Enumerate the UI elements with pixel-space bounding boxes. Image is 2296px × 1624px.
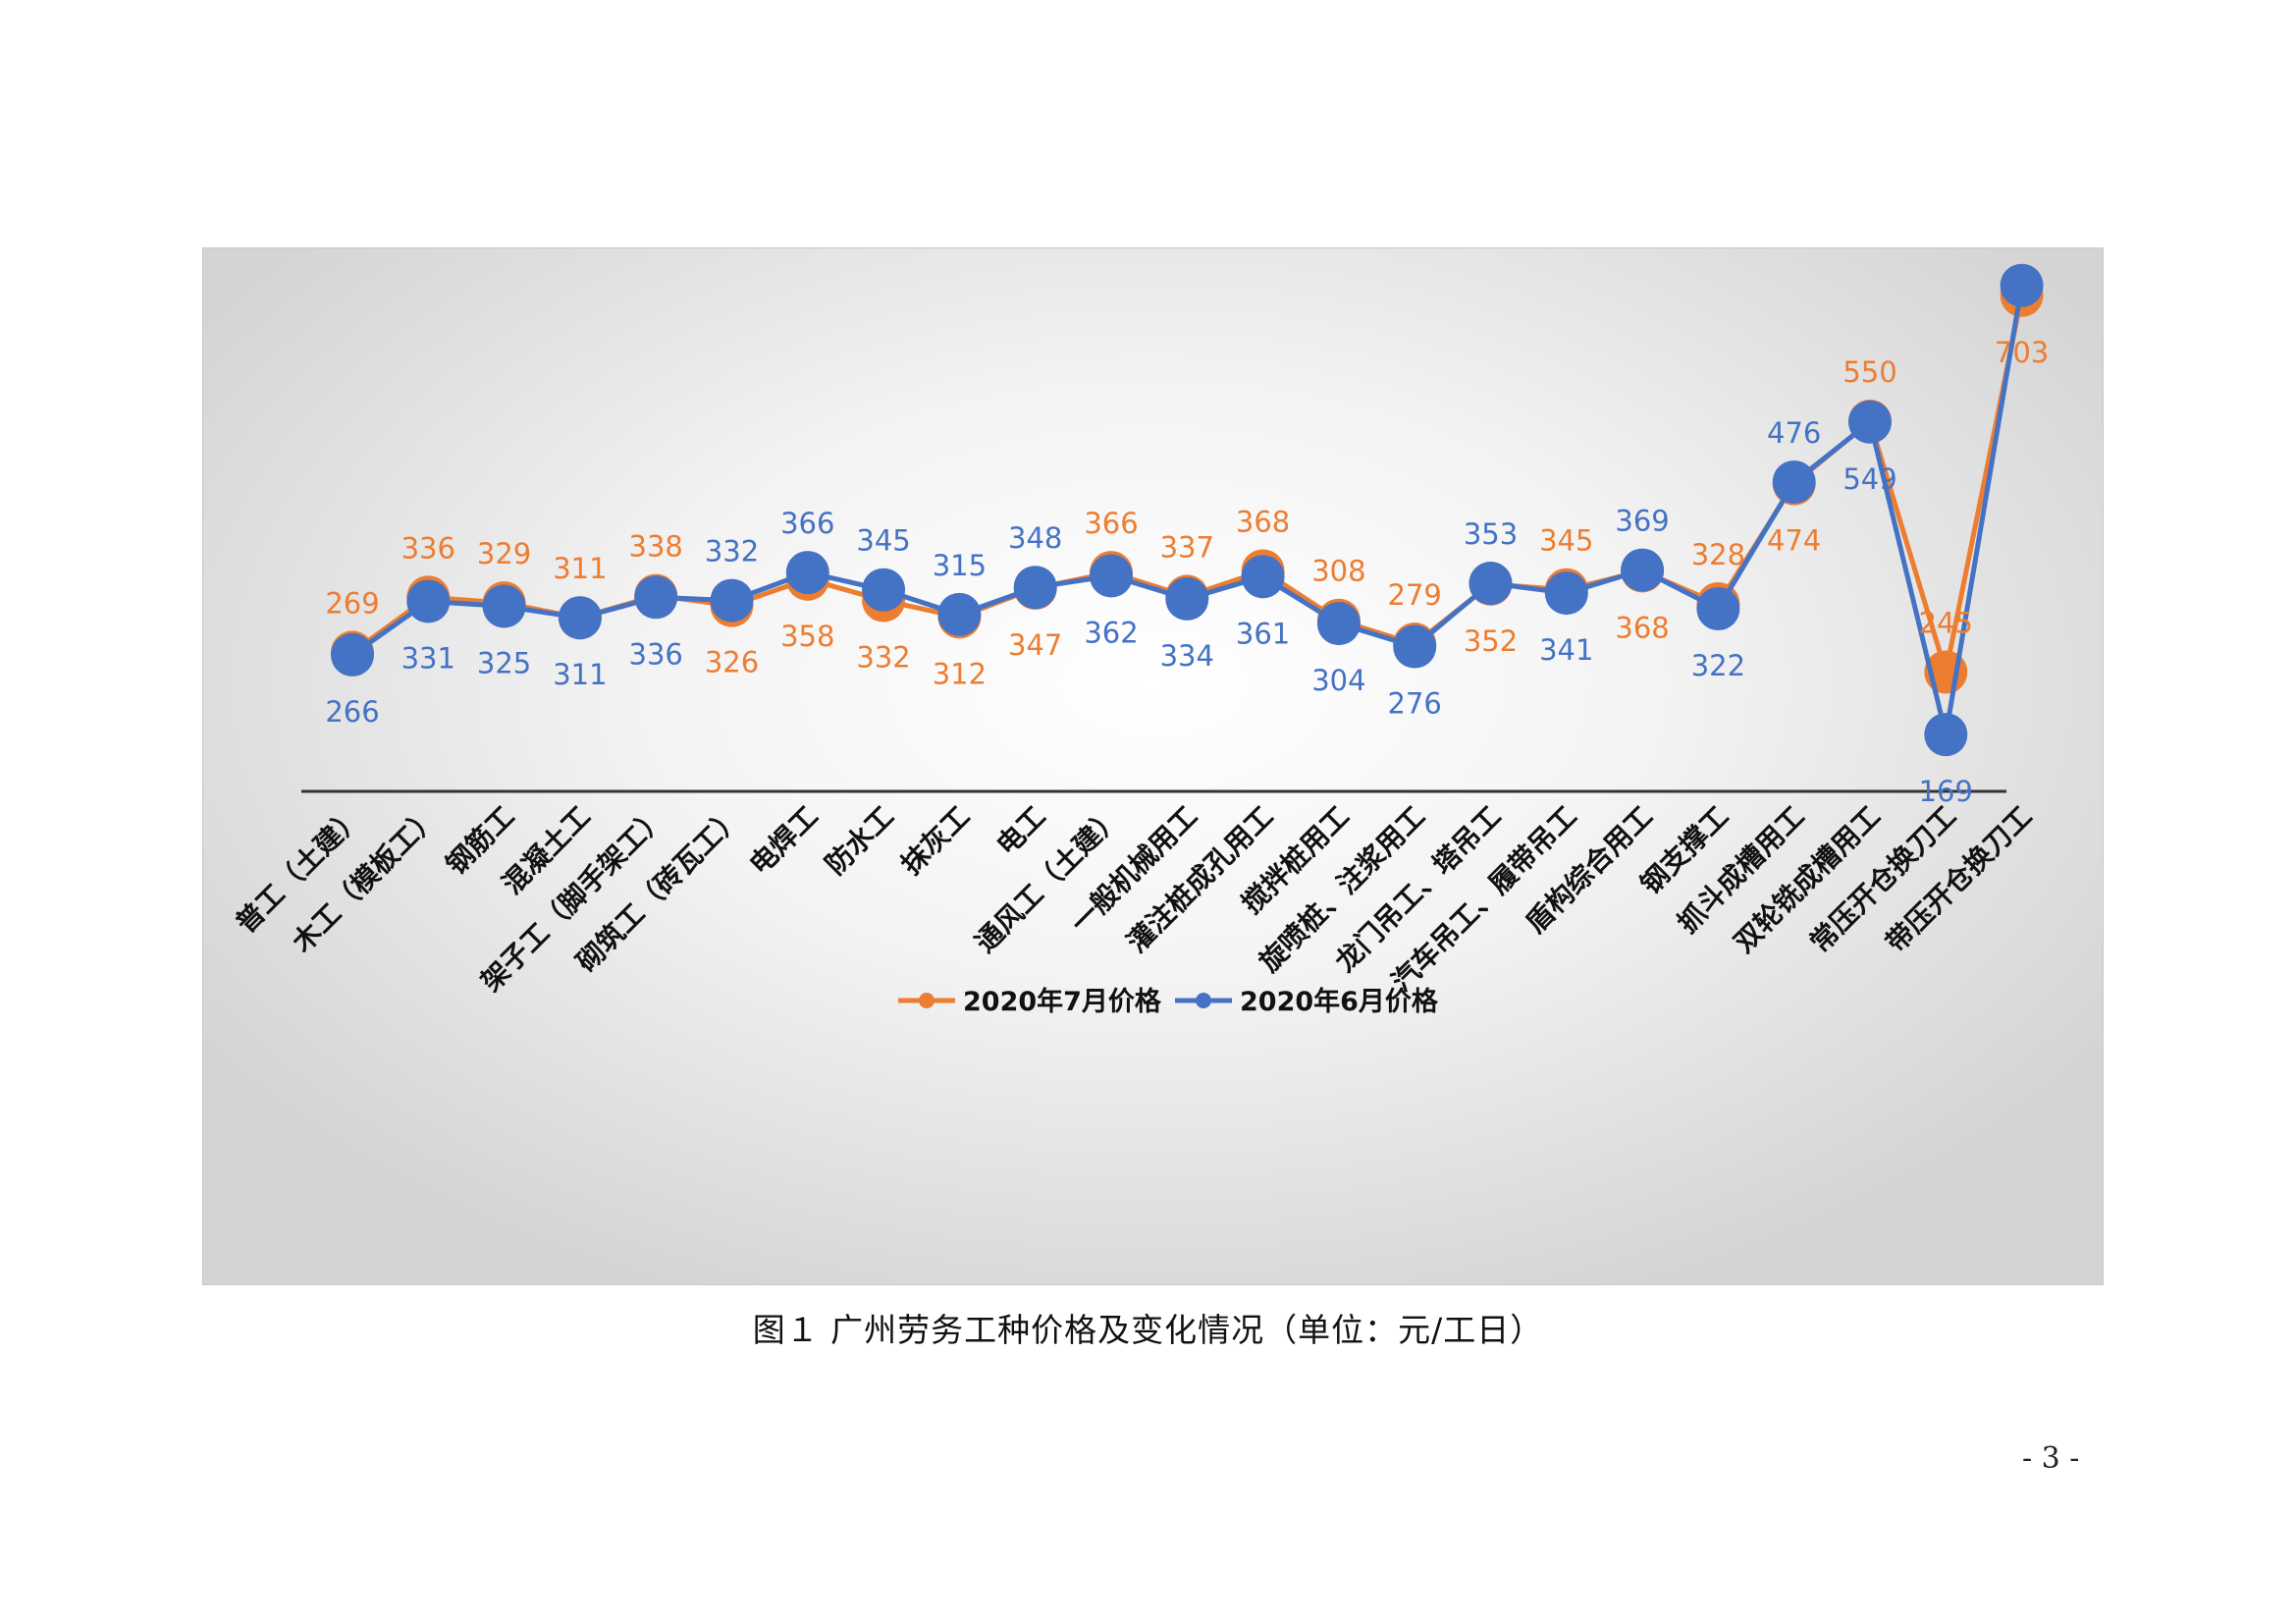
data-label-0-16: 345 bbox=[1539, 524, 1593, 558]
x-tick-label-7: 防水工 bbox=[819, 800, 900, 882]
data-label-0-9: 347 bbox=[1008, 628, 1062, 662]
data-label-0-21: 245 bbox=[1919, 607, 1973, 640]
data-label-1-8: 315 bbox=[933, 549, 987, 582]
line-chart: 269 266 336 331 329 325 311 311 338 336 332 326 366 3… bbox=[230, 248, 2049, 1017]
data-point-1-22 bbox=[2000, 263, 2044, 307]
x-tick-labels-layer: 普工（土建）木工（模板工）钢筋工混凝土工架子工（脚手架工）砌筑工（砖瓦工）电焊工… bbox=[230, 800, 2039, 999]
data-point-1-2 bbox=[482, 584, 526, 628]
data-point-1-21 bbox=[1924, 713, 1968, 757]
data-label-0-13: 308 bbox=[1311, 555, 1365, 588]
legend-swatch-marker-1 bbox=[1196, 993, 1211, 1008]
data-label-1-13: 304 bbox=[1311, 664, 1365, 697]
data-point-1-6 bbox=[785, 551, 829, 595]
legend-label-1: 2020年6月价格 bbox=[1240, 986, 1439, 1017]
data-point-1-3 bbox=[558, 596, 602, 640]
data-label-0-4: 338 bbox=[629, 530, 683, 564]
data-label-0-18: 328 bbox=[1691, 538, 1745, 571]
data-point-1-18 bbox=[1696, 586, 1740, 630]
data-label-0-0: 269 bbox=[325, 586, 379, 620]
data-label-1-14: 276 bbox=[1388, 687, 1442, 721]
chart-area: 269 266 336 331 329 325 311 311 338 336 332 326 366 3… bbox=[202, 247, 2104, 1285]
data-point-1-14 bbox=[1393, 624, 1437, 669]
data-label-0-22: 703 bbox=[1995, 336, 2049, 369]
data-point-1-15 bbox=[1468, 562, 1513, 606]
legend-label-0: 2020年7月价格 bbox=[963, 986, 1162, 1017]
data-label-0-1: 336 bbox=[401, 531, 455, 565]
data-label-1-20: 549 bbox=[1842, 462, 1896, 496]
data-label-0-20: 550 bbox=[1842, 355, 1896, 389]
data-label-1-11: 334 bbox=[1160, 639, 1214, 673]
data-point-1-7 bbox=[862, 568, 906, 612]
x-tick-label-6: 电焊工 bbox=[743, 800, 825, 882]
data-point-1-12 bbox=[1241, 555, 1285, 599]
data-point-1-9 bbox=[1013, 566, 1057, 610]
data-label-0-19: 474 bbox=[1767, 524, 1821, 558]
data-label-1-16: 341 bbox=[1539, 633, 1593, 667]
data-point-1-5 bbox=[710, 578, 754, 623]
data-point-1-16 bbox=[1544, 571, 1588, 616]
data-label-1-12: 361 bbox=[1236, 617, 1290, 650]
data-label-0-3: 311 bbox=[553, 552, 607, 585]
data-label-1-22: 715 bbox=[1995, 248, 2049, 253]
data-point-1-19 bbox=[1772, 460, 1816, 504]
data-label-1-19: 476 bbox=[1767, 416, 1821, 450]
data-label-1-4: 336 bbox=[629, 637, 683, 671]
data-label-1-21: 169 bbox=[1919, 775, 1973, 808]
legend: 2020年7月价格 2020年6月价格 bbox=[898, 986, 1439, 1017]
data-point-1-10 bbox=[1090, 554, 1133, 598]
data-point-1-0 bbox=[331, 632, 374, 677]
data-labels-layer: 269 266 336 331 329 325 311 311 338 336 332 326 366 3… bbox=[325, 248, 2049, 808]
data-point-1-17 bbox=[1621, 548, 1665, 592]
data-label-1-0: 266 bbox=[325, 695, 379, 729]
data-point-1-20 bbox=[1848, 400, 1892, 444]
x-tick-label-8: 抹灰工 bbox=[895, 800, 977, 882]
data-label-0-2: 329 bbox=[477, 537, 531, 570]
data-label-1-9: 348 bbox=[1008, 521, 1062, 555]
data-label-1-15: 353 bbox=[1464, 517, 1518, 551]
data-point-1-8 bbox=[937, 592, 982, 636]
data-label-0-14: 279 bbox=[1388, 578, 1442, 612]
data-label-1-17: 369 bbox=[1615, 505, 1669, 538]
figure-caption: 图１ 广州劳务工种价格及变化情况（单位：元/工日） bbox=[752, 1311, 1544, 1349]
data-label-1-1: 331 bbox=[401, 641, 455, 675]
data-label-0-5: 326 bbox=[705, 646, 759, 679]
data-label-1-5: 332 bbox=[705, 535, 759, 568]
data-point-1-4 bbox=[634, 575, 678, 620]
data-label-0-6: 358 bbox=[780, 620, 834, 653]
data-label-0-8: 312 bbox=[933, 657, 987, 690]
series-layer bbox=[331, 263, 2044, 757]
data-label-0-7: 332 bbox=[856, 641, 910, 675]
data-label-0-11: 337 bbox=[1160, 530, 1214, 564]
data-point-1-13 bbox=[1316, 602, 1361, 646]
legend-swatch-marker-0 bbox=[919, 993, 934, 1008]
data-label-1-2: 325 bbox=[477, 646, 531, 679]
data-label-0-10: 366 bbox=[1084, 507, 1138, 540]
page-number: - 3 - bbox=[2022, 1441, 2080, 1476]
data-label-0-17: 368 bbox=[1615, 611, 1669, 644]
x-tick-label-9: 电工 bbox=[990, 800, 1052, 862]
data-point-1-1 bbox=[406, 579, 451, 623]
data-label-1-10: 362 bbox=[1084, 616, 1138, 649]
data-label-0-15: 352 bbox=[1464, 624, 1518, 658]
data-label-1-7: 345 bbox=[856, 524, 910, 558]
data-label-1-18: 322 bbox=[1691, 649, 1745, 682]
data-label-0-12: 368 bbox=[1236, 505, 1290, 538]
data-label-1-3: 311 bbox=[553, 658, 607, 691]
data-point-1-11 bbox=[1165, 576, 1209, 621]
data-label-1-6: 366 bbox=[780, 507, 834, 540]
